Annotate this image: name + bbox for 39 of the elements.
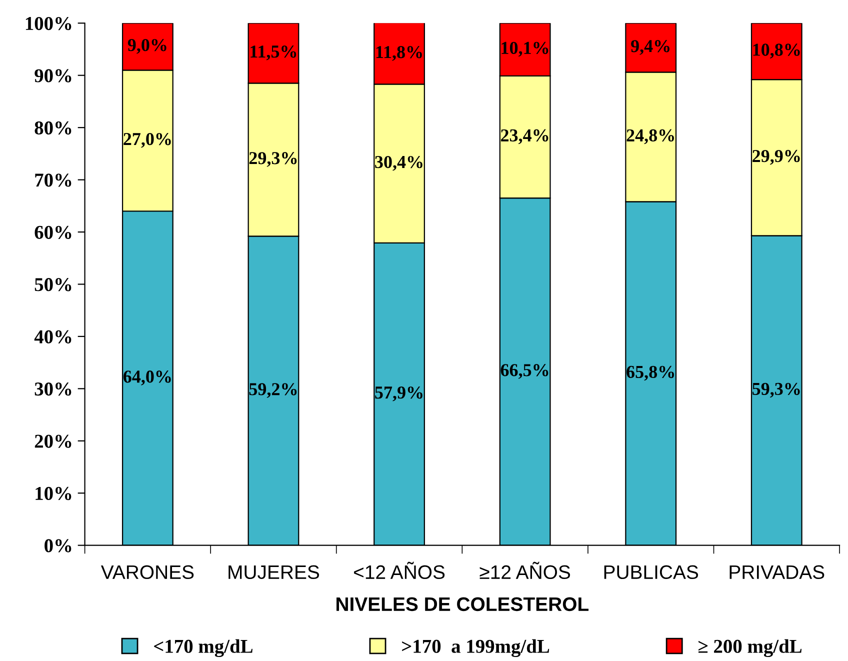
data-label: 11,8% — [376, 46, 422, 61]
x-tick-label: <12 AÑOS — [354, 562, 445, 580]
data-label: 30,4% — [375, 156, 422, 171]
x-tick-label: PRIVADAS — [730, 565, 824, 580]
data-label: 11,5% — [250, 45, 296, 60]
y-tick-label: 100% — [26, 16, 72, 30]
x-tick-label: VARONES — [100, 565, 194, 580]
data-label: 10,1% — [502, 42, 548, 57]
y-tick-label: 30% — [34, 382, 72, 396]
y-tick-label: 90% — [34, 69, 72, 82]
y-tick-label: 10% — [36, 486, 72, 500]
data-label: 24,8% — [626, 129, 674, 144]
legend-label: ≥ 200 mg/dL — [698, 639, 802, 658]
legend-label: <170 mg/dL — [154, 639, 252, 658]
data-label: 23,4% — [500, 129, 548, 144]
data-label: 9,0% — [128, 38, 166, 54]
x-tick-label: PUBLICAS — [604, 565, 698, 580]
data-label: 29,9% — [752, 150, 800, 165]
data-label: 59,3% — [752, 382, 800, 398]
x-tick-label: MUJERES — [228, 565, 320, 580]
legend-label: >170 a 199mg/dL — [402, 639, 550, 658]
data-label: 64,0% — [123, 370, 171, 386]
x-tick-label: ≥12 AÑOS — [480, 562, 570, 580]
y-tick-label: 0% — [44, 539, 72, 552]
data-label: 27,0% — [124, 132, 171, 148]
data-label: 10,8% — [753, 44, 800, 58]
x-axis-title: NIVELES DE COLESTEROL — [336, 597, 589, 612]
data-label: 66,5% — [500, 364, 548, 379]
data-label: 59,2% — [249, 383, 297, 398]
data-label: 9,4% — [631, 40, 670, 55]
data-label: 29,3% — [249, 152, 297, 167]
y-tick-label: 20% — [34, 434, 72, 448]
data-label: 57,9% — [375, 386, 422, 402]
y-tick-label: 70% — [35, 174, 72, 187]
y-tick-label: 50% — [34, 278, 72, 292]
y-tick-label: 40% — [34, 330, 72, 344]
y-tick-label: 60% — [34, 226, 72, 240]
data-label: 65,8% — [626, 366, 674, 381]
y-tick-label: 80% — [34, 121, 72, 135]
